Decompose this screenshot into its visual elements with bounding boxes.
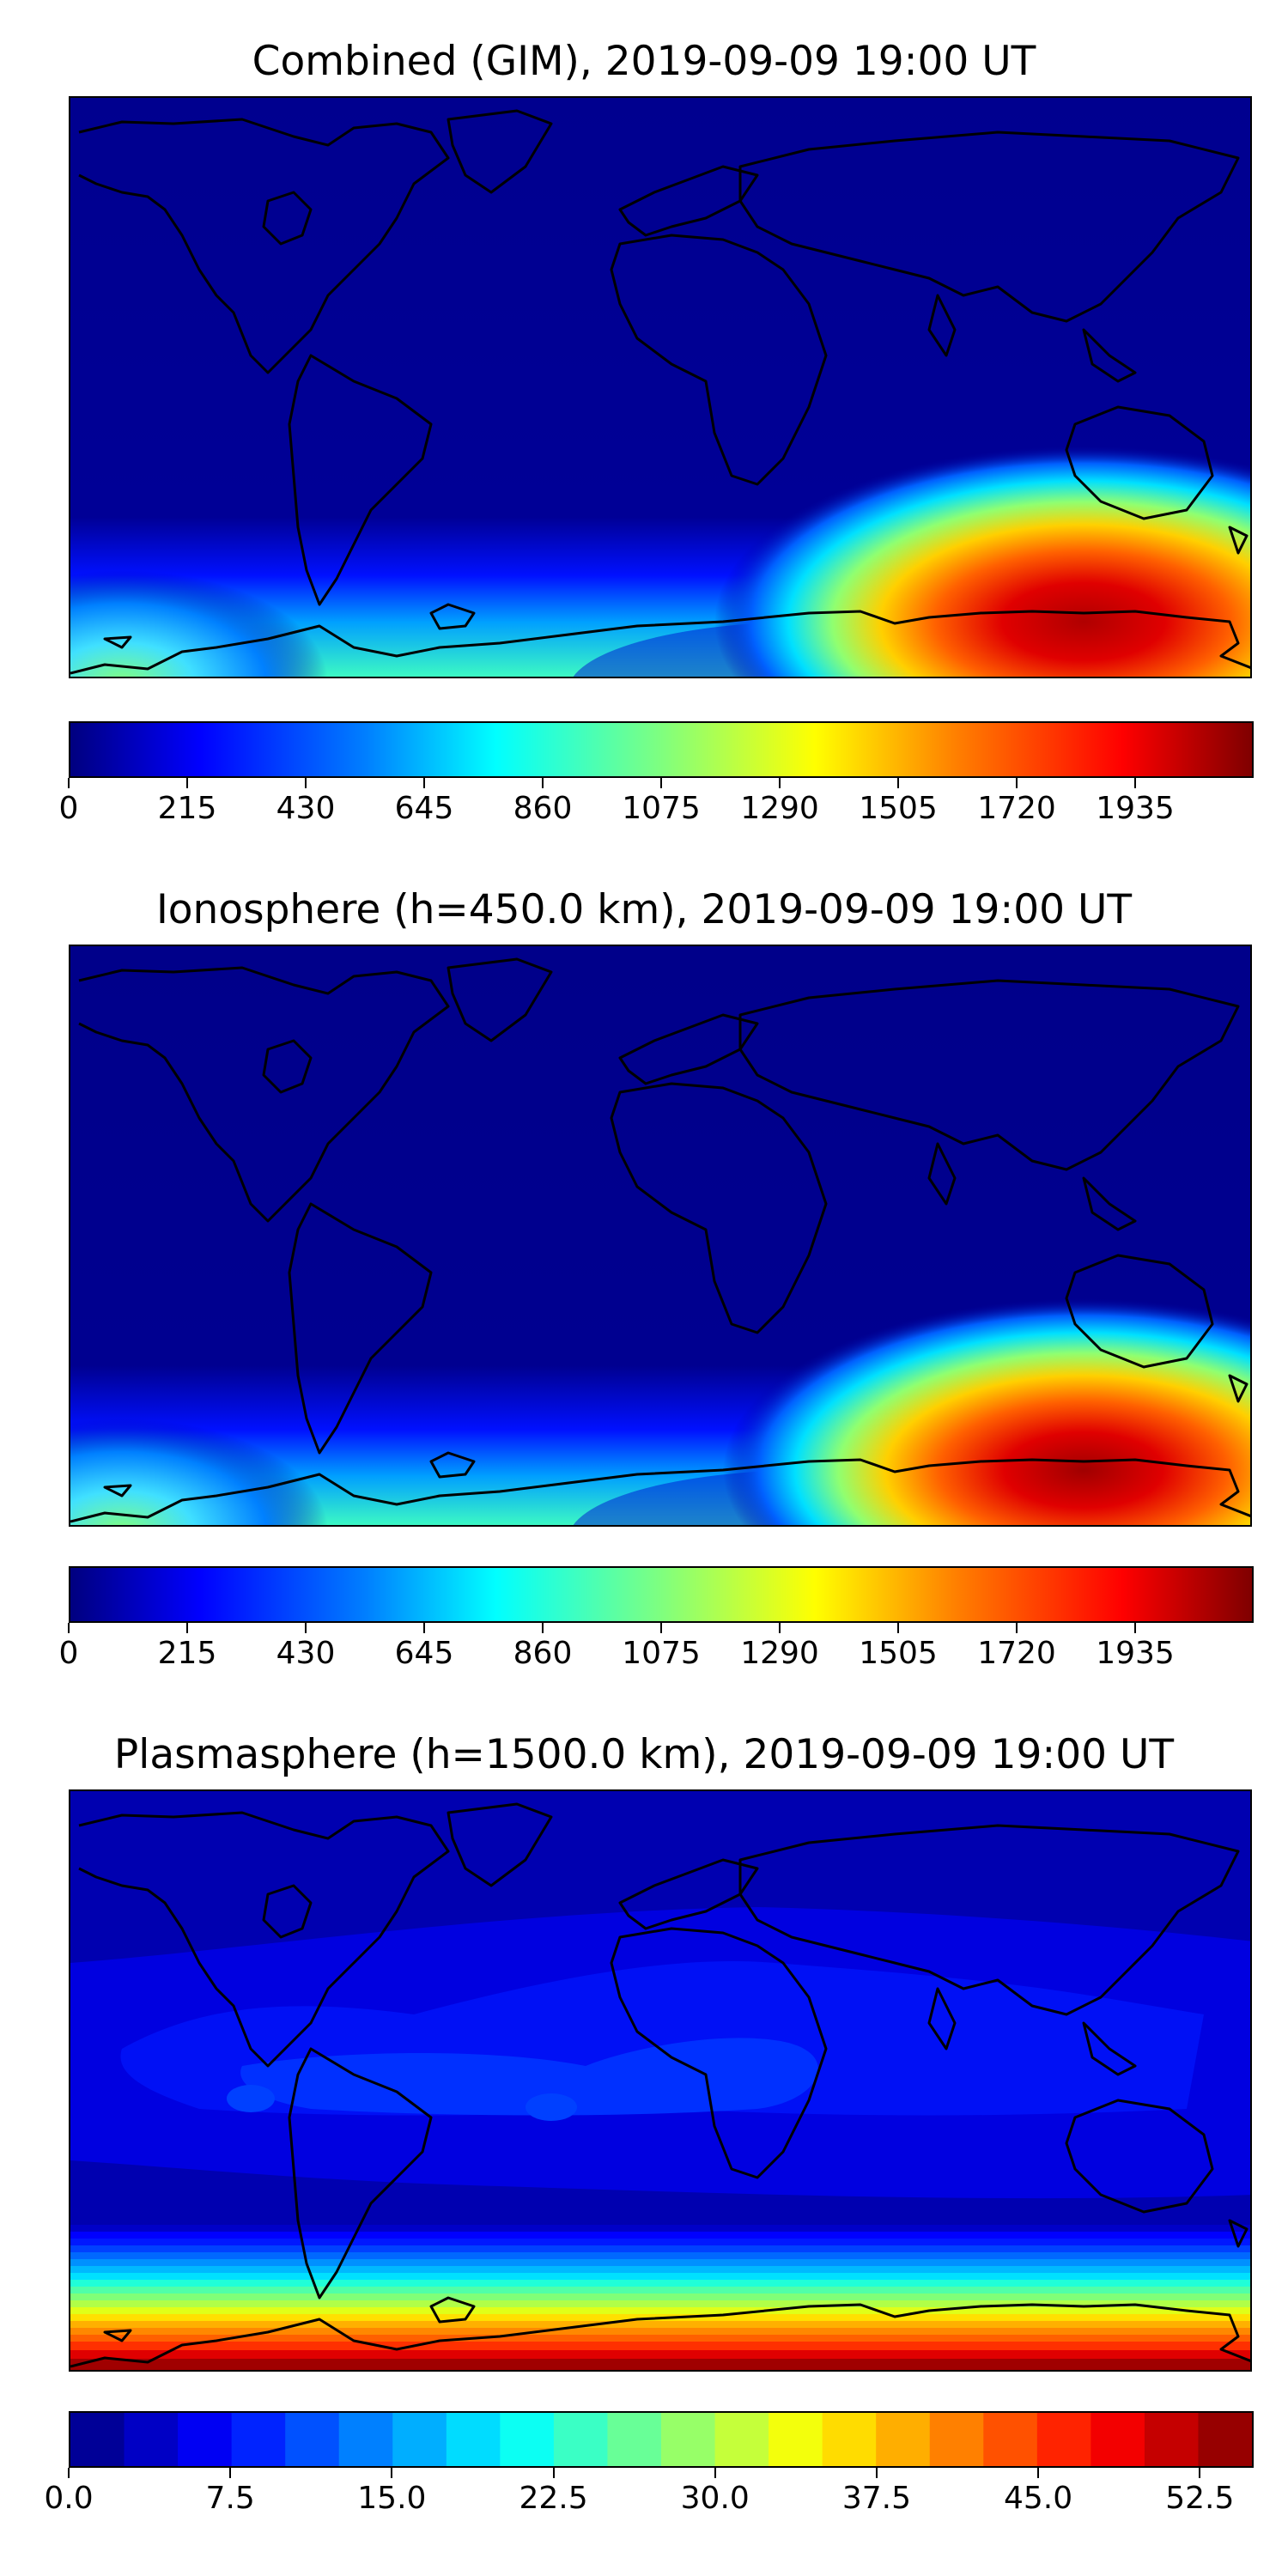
colorbar-tick-label: 52.5	[1165, 2481, 1235, 2516]
colorbar-tick-label: 645	[394, 1636, 454, 1671]
colorbar-tick	[391, 2468, 393, 2478]
colorbar-tick	[714, 2468, 716, 2478]
colorbar-tick-label: 215	[157, 791, 217, 826]
colorbar-tick-label: 1290	[740, 791, 819, 826]
colorbar-tick-label: 0	[58, 791, 79, 826]
map-plasmasphere	[69, 1789, 1252, 2372]
colorbar-tick	[305, 778, 307, 788]
colorbar-tick	[68, 778, 70, 788]
colorbar-level	[661, 2413, 716, 2466]
tec-field-ionosphere	[70, 946, 1250, 1525]
colorbar-tick-label: 15.0	[357, 2481, 427, 2516]
tec-field-combined	[70, 98, 1250, 677]
colorbar-combined	[69, 721, 1254, 778]
colorbar-level	[876, 2413, 931, 2466]
colorbar-tick	[1016, 1623, 1018, 1633]
colorbar-level	[1144, 2413, 1200, 2466]
colorbar-tick-label: 45.0	[1004, 2481, 1073, 2516]
colorbar-level	[1091, 2413, 1145, 2466]
coastlines	[70, 109, 1250, 675]
colorbar-tick-label: 430	[276, 1636, 336, 1671]
colorbar-tick-label: 1935	[1096, 1636, 1175, 1671]
colorbar-tick-label: 37.5	[841, 2481, 911, 2516]
colorbar-level	[231, 2413, 286, 2466]
colorbar-tick	[68, 1623, 70, 1633]
colorbar-gradient-combined	[70, 723, 1252, 776]
tec-field-plasmasphere	[70, 1791, 1250, 2370]
colorbar-tick	[897, 778, 899, 788]
colorbar-level	[392, 2413, 447, 2466]
colorbar-level	[1036, 2413, 1091, 2466]
panel-title-plasmasphere: Plasmasphere (h=1500.0 km), 2019-09-09 1…	[113, 1731, 1175, 1778]
colorbar-level	[714, 2413, 769, 2466]
colorbar-tick-label: 1290	[740, 1636, 819, 1671]
colorbar-level	[500, 2413, 555, 2466]
colorbar-level	[338, 2413, 393, 2466]
colorbar-tick	[1016, 778, 1018, 788]
colorbar-level	[178, 2413, 233, 2466]
colorbar-tick	[305, 1623, 307, 1633]
map-combined	[69, 96, 1252, 678]
colorbar-discrete-plasmasphere	[70, 2413, 1252, 2466]
colorbar-tick-label: 1720	[977, 1636, 1056, 1671]
colorbar-tick-label: 1505	[859, 791, 938, 826]
colorbar-tick-label: 430	[276, 791, 336, 826]
colorbar-tick	[552, 2468, 555, 2478]
coastlines	[70, 957, 1250, 1523]
colorbar-level	[446, 2413, 501, 2466]
colorbar-tick	[1134, 1623, 1136, 1633]
colorbar-ionosphere	[69, 1566, 1254, 1623]
colorbar-tick	[186, 778, 188, 788]
colorbar-level	[285, 2413, 340, 2466]
colorbar-tick-label: 860	[513, 1636, 573, 1671]
colorbar-level	[769, 2413, 823, 2466]
colorbar-plasmasphere	[69, 2411, 1254, 2468]
colorbar-level	[70, 2413, 125, 2466]
colorbar-tick	[1199, 2468, 1201, 2478]
colorbar-tick-label: 1075	[622, 791, 701, 826]
colorbar-tick	[186, 1623, 188, 1633]
colorbar-tick-label: 0	[58, 1636, 79, 1671]
colorbar-level	[822, 2413, 877, 2466]
colorbar-tick	[68, 2468, 70, 2478]
colorbar-level	[1198, 2413, 1252, 2466]
colorbar-tick-label: 1505	[859, 1636, 938, 1671]
colorbar-tick-label: 0.0	[44, 2481, 94, 2516]
panel-title-combined: Combined (GIM), 2019-09-09 19:00 UT	[252, 38, 1036, 85]
colorbar-tick-label: 645	[394, 791, 454, 826]
colorbar-tick	[875, 2468, 878, 2478]
colorbar-gradient-ionosphere	[70, 1568, 1252, 1621]
colorbar-tick	[229, 2468, 232, 2478]
coastlines	[70, 1802, 1250, 2368]
colorbar-tick	[423, 778, 425, 788]
colorbar-tick	[542, 778, 544, 788]
colorbar-tick	[779, 778, 781, 788]
colorbar-tick	[660, 1623, 662, 1633]
colorbar-tick-label: 1720	[977, 791, 1056, 826]
colorbar-tick-label: 22.5	[519, 2481, 588, 2516]
colorbar-tick-label: 1935	[1096, 791, 1175, 826]
colorbar-tick	[423, 1623, 425, 1633]
colorbar-tick	[1134, 778, 1136, 788]
colorbar-tick-label: 1075	[622, 1636, 701, 1671]
colorbar-tick-label: 7.5	[205, 2481, 255, 2516]
colorbar-tick	[897, 1623, 899, 1633]
colorbar-level	[553, 2413, 609, 2466]
colorbar-tick	[542, 1623, 544, 1633]
colorbar-tick	[1037, 2468, 1040, 2478]
colorbar-level	[983, 2413, 1038, 2466]
colorbar-tick-label: 215	[157, 1636, 217, 1671]
colorbar-tick	[779, 1623, 781, 1633]
panel-title-ionosphere: Ionosphere (h=450.0 km), 2019-09-09 19:0…	[155, 886, 1133, 933]
colorbar-level	[929, 2413, 984, 2466]
colorbar-tick	[660, 778, 662, 788]
colorbar-tick-label: 860	[513, 791, 573, 826]
colorbar-tick-label: 30.0	[680, 2481, 750, 2516]
colorbar-level	[607, 2413, 662, 2466]
map-ionosphere	[69, 945, 1252, 1527]
colorbar-level	[124, 2413, 179, 2466]
